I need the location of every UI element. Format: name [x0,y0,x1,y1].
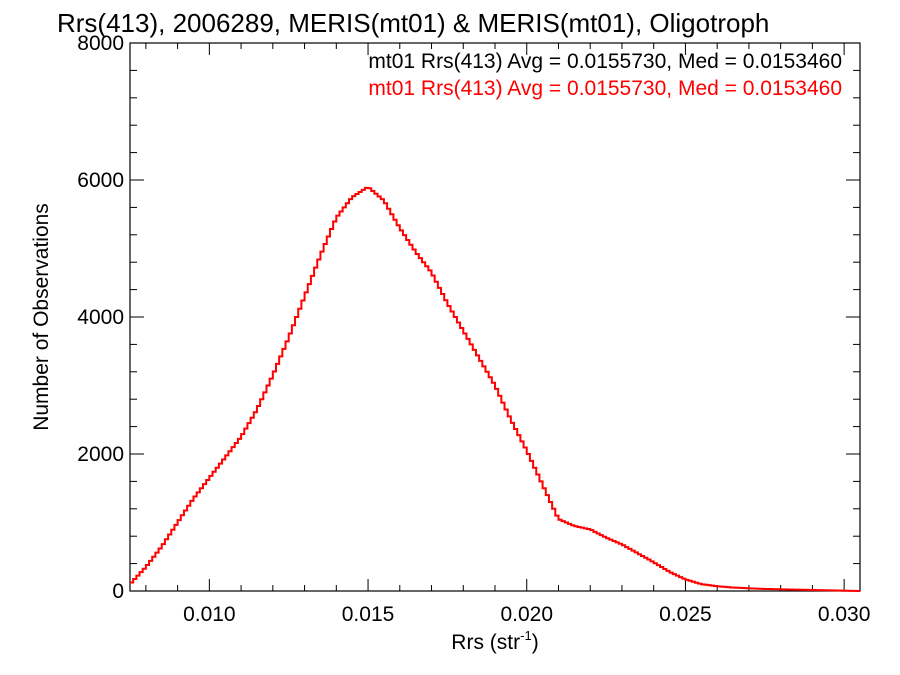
y-tick-label: 2000 [77,443,124,466]
x-tick-label: 0.010 [183,603,236,626]
chart-title: Rrs(413), 2006289, MERIS(mt01) & MERIS(m… [57,8,769,38]
x-axis-label-sup: -1 [520,628,532,643]
x-tick-label: 0.015 [342,603,395,626]
x-axis-label-end: ) [532,631,539,654]
series-line [130,186,860,592]
tick-labels: 0.010 0.015 0.020 0.025 0.030 0 2000 4000 6000 80… [77,32,870,626]
y-tick-label: 4000 [77,306,124,329]
x-tick-label: 0.020 [500,603,553,626]
y-tick-label: 0 [112,580,124,603]
y-axis-label: Number of Observations [30,203,53,431]
axis-ticks [130,42,860,592]
x-axis-label-main: Rrs (str [451,631,520,654]
x-tick-label: 0.030 [818,603,871,626]
y-tick-label: 6000 [77,169,124,192]
x-axis-label: Rrs (str-1) [451,628,538,654]
plot-frame [129,42,861,592]
annotation-red: mt01 Rrs(413) Avg = 0.0155730, Med = 0.0… [368,77,842,100]
y-tick-label: 8000 [77,32,124,55]
x-tick-label: 0.025 [659,603,712,626]
annotation-black: mt01 Rrs(413) Avg = 0.0155730, Med = 0.0… [368,50,842,73]
